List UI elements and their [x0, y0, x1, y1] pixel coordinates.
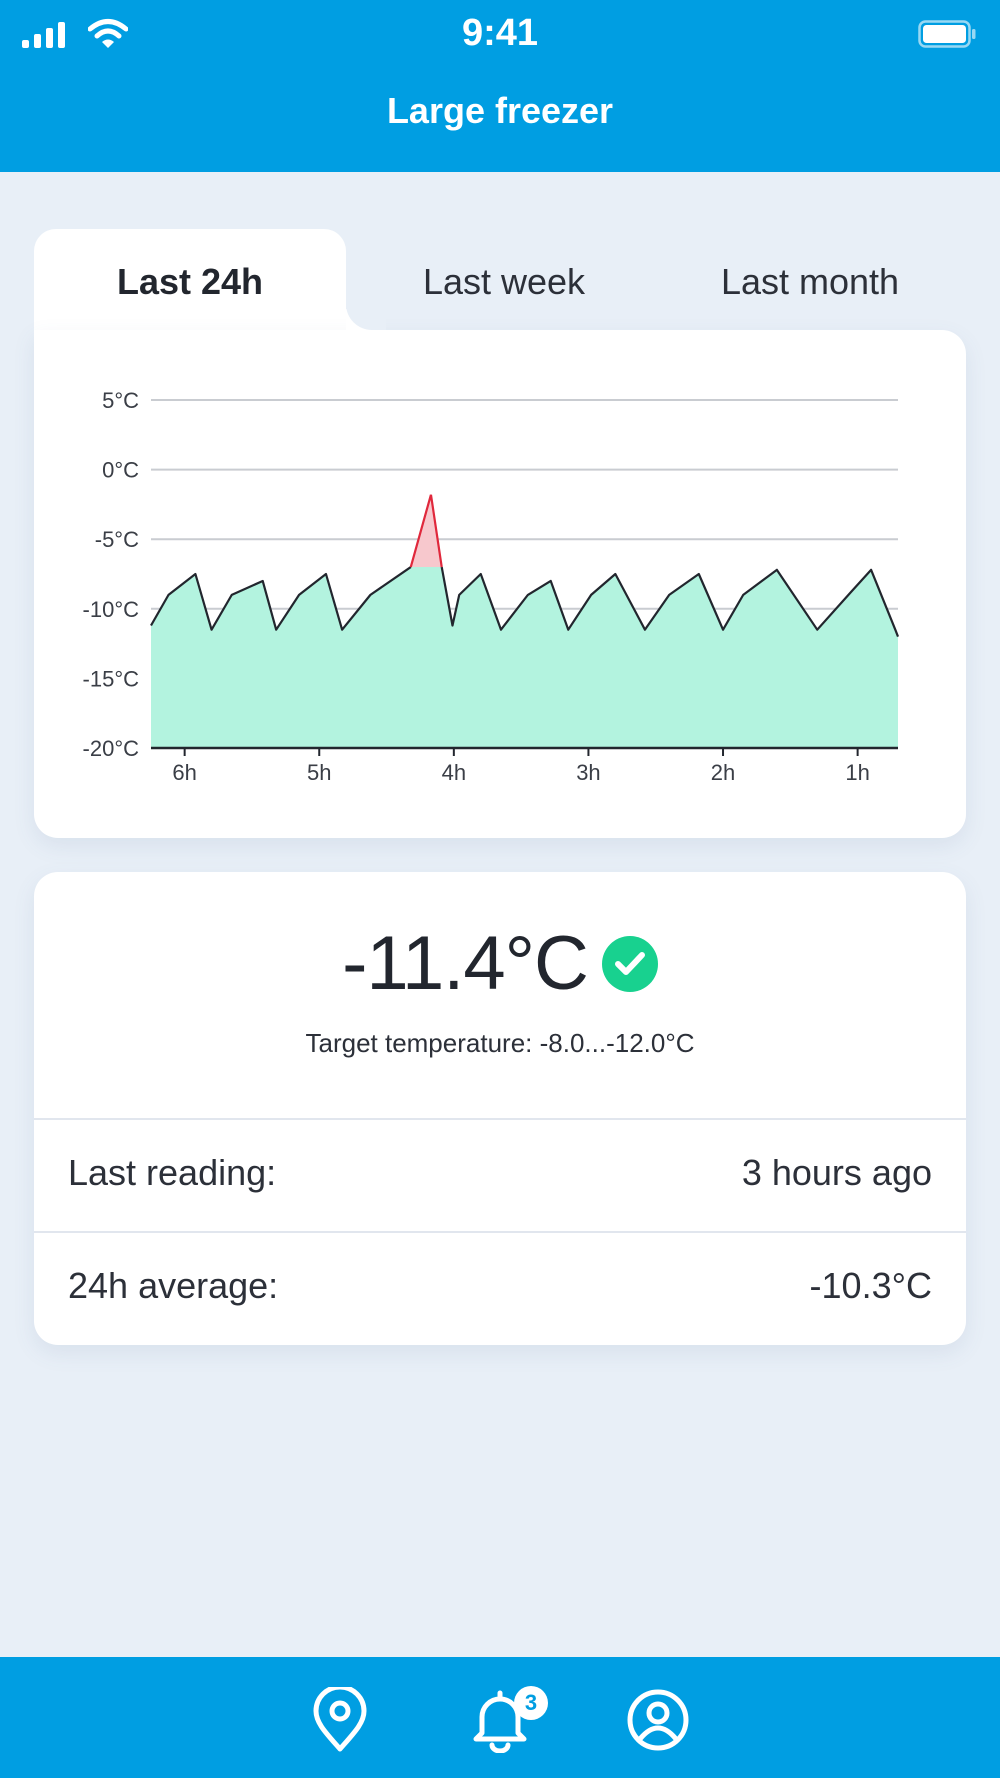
average-value: -10.3°C: [809, 1265, 932, 1306]
x-axis-labels: 6h 5h 4h 3h 2h 1h: [172, 748, 870, 785]
divider: [34, 1118, 966, 1120]
tab-last-week[interactable]: Last week: [422, 261, 586, 302]
temperature-line-alert: [409, 494, 443, 568]
y-tick-label: -10°C: [83, 597, 140, 622]
divider: [34, 1231, 966, 1233]
wifi-icon: [88, 19, 128, 48]
reading-card: -11.4°C Target temperature: -8.0...-12.0…: [34, 872, 966, 1345]
temperature-area-normal: [151, 567, 898, 748]
last-reading-label: Last reading:: [68, 1152, 277, 1193]
x-tick-label: 4h: [442, 760, 466, 785]
app-header: 9:41 Large freezer: [0, 0, 1000, 172]
y-tick-label: -20°C: [83, 736, 140, 761]
target-temperature: Target temperature: -8.0...-12.0°C: [305, 1028, 695, 1058]
bottom-navigation: [0, 1657, 1000, 1778]
status-bar: 9:41: [0, 0, 1000, 70]
temperature-line: [150, 566, 900, 638]
x-tick-label: 5h: [307, 760, 331, 785]
notifications-count-badge: 3: [514, 1686, 548, 1720]
last-reading-value: 3 hours ago: [741, 1152, 932, 1193]
x-tick-label: 6h: [172, 760, 196, 785]
x-tick-label: 3h: [576, 760, 600, 785]
average-label: 24h average:: [68, 1265, 279, 1306]
y-tick-label: 0°C: [102, 458, 139, 483]
y-axis-labels: 5°C 0°C -5°C -10°C -15°C -20°C: [83, 388, 140, 761]
bell-icon[interactable]: [468, 1687, 532, 1753]
y-tick-label: -5°C: [95, 527, 139, 552]
x-tick-label: 2h: [711, 760, 735, 785]
page-title: Large freezer: [386, 90, 614, 131]
chart-card: Last 24h Last week Last month: [34, 229, 966, 838]
status-time: 9:41: [461, 12, 539, 54]
y-tick-label: 5°C: [102, 388, 139, 413]
check-icon: [601, 935, 658, 992]
user-icon[interactable]: [626, 1687, 690, 1753]
active-tab-background: [34, 229, 346, 339]
current-temperature: -11.4°C: [342, 921, 589, 1006]
tab-last-24h[interactable]: Last 24h: [116, 261, 264, 302]
temperature-area-alert: [410, 494, 442, 568]
temperature-chart: 5°C 0°C -5°C -10°C -15°C -20°C 6h 5h 4h 3h 2h 1h: [83, 388, 900, 785]
cellular-signal-icon: [22, 22, 65, 48]
current-temperature-row: -11.4°C: [34, 920, 966, 1007]
battery-icon: [918, 20, 976, 48]
tab-last-month[interactable]: Last month: [720, 261, 900, 302]
location-pin-icon[interactable]: [308, 1687, 372, 1753]
x-tick-label: 1h: [845, 760, 869, 785]
y-tick-label: -15°C: [83, 666, 140, 691]
